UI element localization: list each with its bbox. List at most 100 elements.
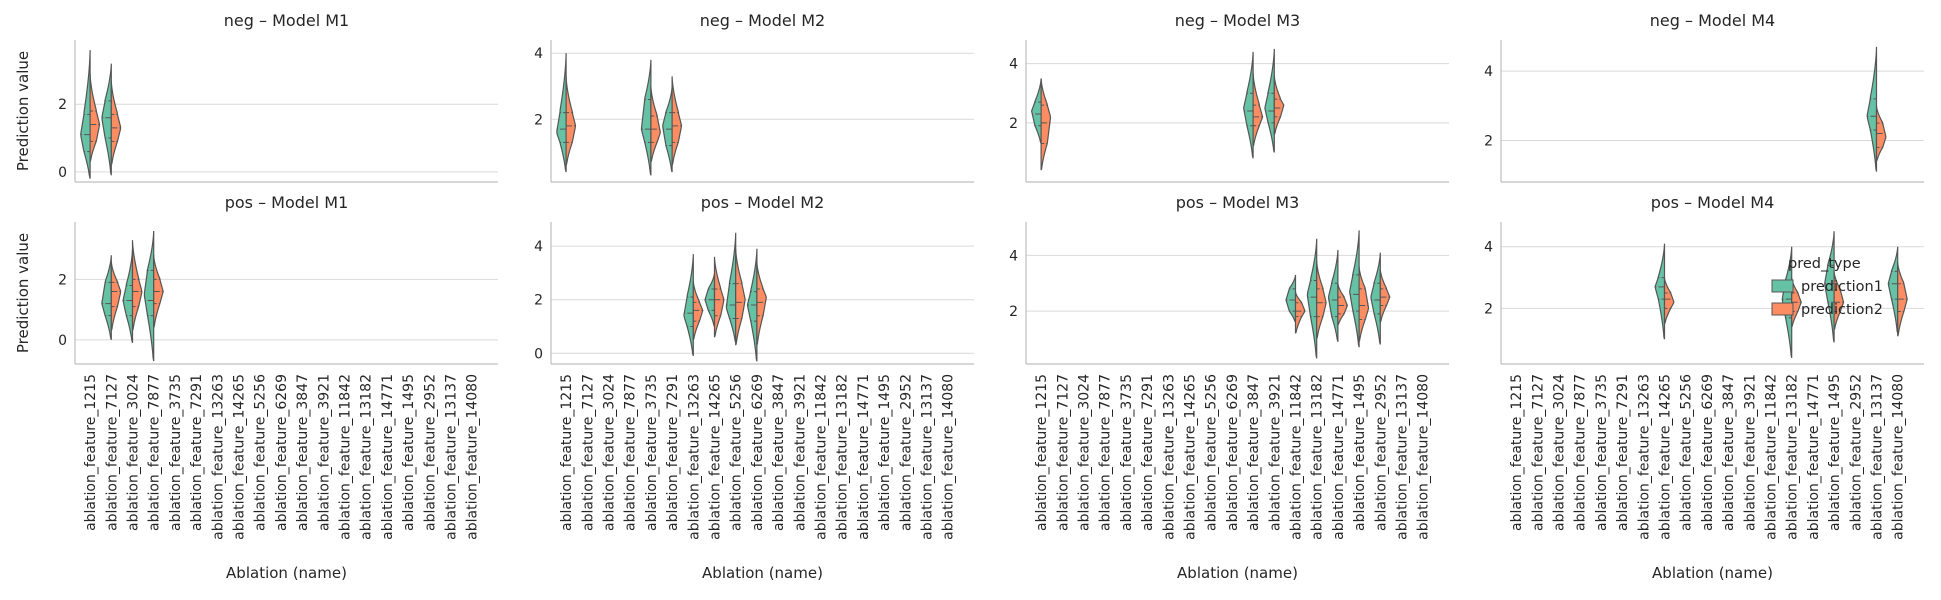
x-tick-label: ablation_feature_7127	[104, 374, 120, 531]
y-tick-label: 2	[58, 272, 67, 288]
x-tick-label: ablation_feature_7127	[1055, 374, 1071, 531]
violin-half-prediction1	[101, 255, 112, 341]
x-tick-label: ablation_feature_1495	[1352, 374, 1368, 531]
violin-half-prediction2	[89, 73, 101, 162]
violin-half-prediction1	[640, 59, 652, 176]
x-tick-label: ablation_feature_14080	[941, 374, 957, 540]
x-tick-label: ablation_feature_13182	[359, 374, 375, 540]
y-tick-label: 2	[1009, 116, 1018, 132]
y-tick-label: 0	[534, 346, 543, 362]
x-tick-label: ablation_feature_14265	[1658, 374, 1674, 540]
x-tick-label: ablation_feature_13263	[210, 374, 226, 540]
x-tick-label: ablation_feature_6269	[750, 374, 766, 531]
x-tick-label: ablation_feature_2952	[1373, 374, 1389, 531]
x-tick-label: ablation_feature_7877	[1573, 374, 1589, 531]
y-tick-label: 2	[534, 293, 543, 309]
x-tick-label: ablation_feature_1215	[83, 374, 99, 531]
x-tick-label: ablation_feature_14265	[708, 374, 724, 540]
violin-half-prediction2	[756, 262, 767, 346]
x-tick-label: ablation_feature_3847	[1721, 374, 1737, 531]
panel-title: neg – Model M1	[224, 11, 349, 30]
x-tick-label: ablation_feature_3024	[602, 374, 618, 531]
x-tick-label: ablation_feature_3024	[1552, 374, 1568, 531]
violin-half-prediction1	[1030, 78, 1042, 144]
x-tick-label: ablation_feature_14265	[1183, 374, 1199, 540]
panel-neg-m2: neg – Model M2 2 4	[534, 11, 974, 183]
y-tick-label: 4	[534, 239, 543, 255]
x-tick-label: ablation_feature_6269	[1700, 374, 1716, 531]
panel-title: neg – Model M3	[1175, 11, 1300, 30]
violin-half-prediction2	[1273, 75, 1285, 135]
y-axis-label: Prediction value	[14, 233, 32, 353]
x-tick-label: ablation_feature_7291	[1615, 374, 1631, 531]
violin-half-prediction1	[122, 249, 134, 344]
x-tick-label: ablation_feature_3735	[1119, 374, 1135, 531]
x-tick-label: ablation_feature_7291	[189, 374, 205, 531]
panel-title: neg – Model M2	[700, 11, 825, 30]
x-tick-label: ablation_feature_3024	[1077, 374, 1093, 531]
x-tick-label: ablation_feature_3735	[1594, 374, 1610, 531]
violin-half-prediction1	[101, 63, 112, 176]
panel-neg-m3: neg – Model M3 2 4	[1009, 11, 1449, 183]
violin-half-prediction2	[1316, 260, 1327, 340]
x-tick-label: ablation_feature_14771	[856, 374, 872, 540]
violin-half-prediction1	[1866, 46, 1878, 172]
x-tick-label: ablation_feature_7877	[147, 374, 163, 531]
x-axis-label: Ablation (name)	[1652, 564, 1773, 582]
x-tick-label: ablation_feature_7877	[1098, 374, 1114, 531]
x-tick-label: ablation_feature_13137	[920, 374, 936, 540]
x-tick-label: ablation_feature_14080	[1416, 374, 1432, 540]
x-tick-label: ablation_feature_13137	[1395, 374, 1411, 540]
violin-half-prediction2	[110, 80, 122, 166]
x-tick-label: ablation_feature_5256	[253, 374, 269, 531]
violin-half-prediction2	[131, 240, 143, 331]
panels-layer: neg – Model M1 0 2 Prediction value neg – Mo…	[14, 11, 1924, 582]
y-tick-label: 2	[1009, 304, 1018, 320]
x-tick-label: ablation_feature_7877	[623, 374, 639, 531]
violin-half-prediction2	[1663, 277, 1675, 325]
x-tick-label: ablation_feature_13182	[1785, 374, 1801, 540]
violin-half-prediction1	[1887, 246, 1899, 334]
violin-half-prediction1	[1654, 243, 1666, 340]
x-tick-label: ablation_feature_13137	[444, 374, 460, 540]
x-axis-label: Ablation (name)	[226, 564, 347, 582]
y-tick-label: 2	[534, 112, 543, 128]
x-tick-label: ablation_feature_1215	[1509, 374, 1525, 531]
violin-half-prediction1	[1243, 51, 1254, 159]
y-tick-label: 4	[1009, 57, 1018, 73]
x-tick-label: ablation_feature_14265	[232, 374, 248, 540]
x-tick-label: ablation_feature_14771	[1331, 374, 1347, 540]
violin-half-prediction2	[671, 76, 683, 166]
x-tick-label: ablation_feature_1495	[1827, 374, 1843, 531]
violin-half-prediction2	[1337, 283, 1348, 328]
violin-half-prediction1	[1781, 246, 1793, 358]
x-tick-label: ablation_feature_14771	[1806, 374, 1822, 540]
violin-half-prediction1	[1349, 230, 1360, 348]
violin-half-prediction2	[1379, 269, 1391, 323]
legend-label-prediction2: prediction2	[1801, 302, 1883, 318]
x-axis-label: Ablation (name)	[702, 564, 823, 582]
x-tick-label: ablation_feature_3921	[1742, 374, 1758, 531]
panel-title: pos – Model M4	[1651, 193, 1775, 212]
x-tick-label: ablation_feature_6269	[1225, 374, 1241, 531]
violin-half-prediction2	[1252, 72, 1264, 147]
x-tick-label: ablation_feature_14080	[1891, 374, 1907, 540]
violin-half-prediction2	[1294, 291, 1306, 334]
x-tick-label: ablation_feature_13263	[686, 374, 702, 540]
legend: pred_type prediction1 prediction2	[1771, 256, 1883, 318]
y-tick-label: 4	[1484, 240, 1493, 256]
violin-half-prediction1	[1264, 48, 1275, 153]
y-tick-label: 0	[58, 333, 67, 349]
violin-half-prediction1	[725, 232, 737, 343]
violin-half-prediction2	[110, 261, 122, 331]
panel-title: pos – Model M1	[225, 193, 349, 212]
panel-pos-m3: pos – Model M3 2 4 ablation_feature_1215 abl…	[1009, 193, 1449, 582]
legend-label-prediction1: prediction1	[1801, 279, 1883, 295]
x-tick-label: ablation_feature_5256	[729, 374, 745, 531]
x-tick-label: ablation_feature_1495	[401, 374, 417, 531]
y-tick-label: 4	[1484, 64, 1493, 80]
x-tick-label: ablation_feature_3921	[316, 374, 332, 531]
violin-half-prediction2	[650, 86, 661, 163]
panel-neg-m4: neg – Model M4 2 4	[1484, 11, 1924, 183]
